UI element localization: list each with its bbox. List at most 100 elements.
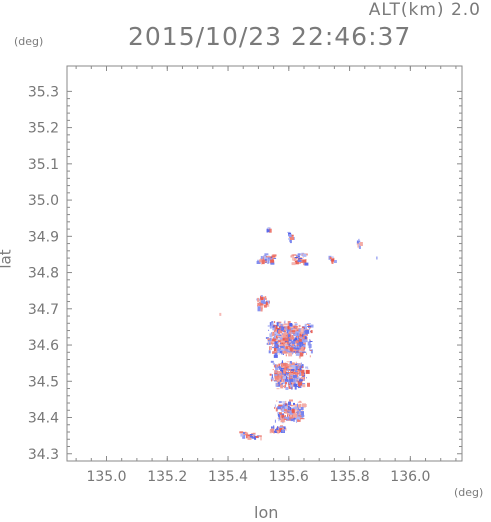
velocity-cell-0: [270, 342, 274, 345]
velocity-cell-7: [303, 262, 305, 266]
velocity-cell-1: [275, 382, 277, 387]
velocity-cell-1: [278, 375, 282, 379]
velocity-cell-10: [356, 240, 359, 244]
velocity-cell-0: [302, 327, 303, 329]
y-tick-label: 34.9: [28, 229, 59, 245]
velocity-cell-0: [284, 329, 287, 331]
velocity-cell-7: [304, 262, 309, 266]
velocity-cell-2: [294, 409, 298, 411]
velocity-cell-3: [282, 426, 286, 430]
velocity-cell-9: [331, 258, 335, 262]
velocity-cell-1: [286, 361, 291, 363]
velocity-cell-0: [300, 332, 304, 334]
velocity-cell-10: [358, 245, 361, 249]
y-tick-label: 34.7: [28, 302, 59, 318]
velocity-cell-0: [267, 325, 270, 327]
velocity-cell-4: [255, 435, 259, 438]
velocity-cell-3: [269, 430, 272, 434]
velocity-cell-0: [283, 329, 286, 334]
velocity-cell-2: [294, 406, 298, 410]
velocity-cell-6: [271, 254, 273, 256]
velocity-cell-2: [290, 418, 294, 422]
velocity-cell-0: [270, 332, 272, 335]
velocity-cell-2: [277, 412, 281, 415]
velocity-cell-0: [288, 352, 293, 357]
velocity-cell-0: [270, 339, 273, 344]
velocity-cell-0: [309, 341, 313, 342]
velocity-cell-1: [278, 365, 280, 370]
velocity-cell-6: [259, 259, 264, 263]
velocity-cell-0: [302, 333, 304, 337]
velocity-cell-1: [288, 380, 291, 385]
velocity-cell-1: [300, 364, 304, 369]
velocity-cell-6: [271, 257, 274, 259]
velocity-cell-2: [289, 410, 293, 415]
velocity-cell-0: [292, 352, 293, 355]
velocity-cell-0: [295, 328, 298, 331]
velocity-cell-8: [290, 237, 294, 240]
velocity-cell-1: [298, 379, 303, 382]
velocity-cell-0: [280, 327, 284, 331]
velocity-cell-0: [283, 321, 285, 323]
velocity-cell-1: [296, 370, 299, 371]
velocity-cell-1: [283, 362, 286, 366]
x-tick-label: 136.0: [390, 469, 430, 485]
velocity-cell-2: [295, 416, 300, 420]
velocity-cell-1: [280, 363, 281, 365]
velocity-cell-2: [300, 413, 302, 415]
velocity-cell-0: [285, 354, 287, 357]
velocity-cell-0: [285, 326, 288, 331]
velocity-cell-1: [307, 382, 310, 387]
velocity-cell-1: [275, 370, 277, 374]
y-tick-label: 34.3: [28, 447, 59, 463]
velocity-cell-1: [301, 373, 303, 376]
velocity-cell-4: [242, 433, 247, 435]
velocity-cell-2: [301, 401, 302, 403]
velocity-cell-5: [260, 305, 263, 309]
velocity-cell-1: [294, 381, 299, 383]
velocity-cell-0: [286, 333, 288, 338]
velocity-cell-0: [308, 344, 312, 348]
velocity-cell-0: [286, 346, 288, 350]
velocity-cell-2: [280, 418, 285, 423]
velocity-cell-0: [273, 348, 276, 351]
velocity-cell-7: [302, 257, 304, 259]
velocity-cell-3: [276, 430, 280, 432]
velocity-cell-1: [299, 372, 301, 377]
velocity-cell-1: [300, 380, 302, 384]
velocity-cell-3: [279, 428, 283, 432]
velocity-cell-6: [260, 256, 263, 259]
x-tick-label: 135.6: [269, 469, 309, 485]
velocity-cell-6: [256, 261, 261, 264]
velocity-cell-0: [277, 321, 282, 323]
velocity-cell-5: [260, 297, 264, 301]
velocity-cell-0: [283, 346, 285, 350]
velocity-cell-1: [282, 376, 287, 380]
velocity-cell-7: [291, 254, 294, 258]
velocity-cell-0: [283, 326, 287, 331]
velocity-cell-1: [298, 363, 302, 365]
velocity-cell-1: [288, 366, 290, 368]
velocity-cell-0: [292, 332, 296, 334]
velocity-cell-0: [276, 350, 278, 355]
velocity-cell-1: [293, 383, 298, 387]
velocity-cell-0: [277, 348, 281, 352]
velocity-cell-0: [297, 335, 299, 340]
velocity-cell-2: [274, 406, 276, 409]
velocity-cell-0: [294, 327, 296, 329]
velocity-cell-0: [305, 325, 307, 329]
velocity-cell-1: [277, 370, 280, 374]
velocity-cell-0: [298, 338, 302, 343]
velocity-cell-2: [289, 399, 293, 402]
velocity-cell-0: [309, 346, 311, 351]
velocity-cell-2: [275, 407, 278, 412]
velocity-cell-0: [274, 344, 278, 348]
velocity-cell-12: [376, 256, 378, 260]
velocity-cell-0: [306, 352, 307, 355]
velocity-cell-1: [284, 385, 286, 389]
velocity-cell-0: [272, 338, 277, 342]
velocity-cell-2: [286, 418, 288, 421]
velocity-cell-0: [296, 344, 301, 347]
velocity-cell-1: [287, 376, 288, 380]
velocity-cell-1: [272, 369, 274, 371]
